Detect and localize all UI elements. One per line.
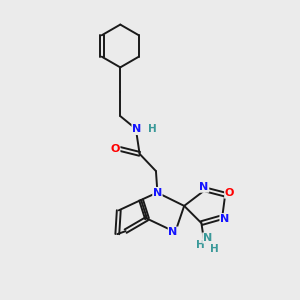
Text: O: O [110,143,120,154]
Text: N: N [168,227,178,237]
Text: H: H [210,244,219,254]
Text: O: O [225,188,234,198]
Text: N: N [132,124,141,134]
Text: N: N [220,214,229,224]
Text: H: H [196,240,205,250]
Text: N: N [200,182,209,192]
Text: N: N [153,188,162,197]
Text: H: H [148,124,157,134]
Text: N: N [203,233,212,243]
